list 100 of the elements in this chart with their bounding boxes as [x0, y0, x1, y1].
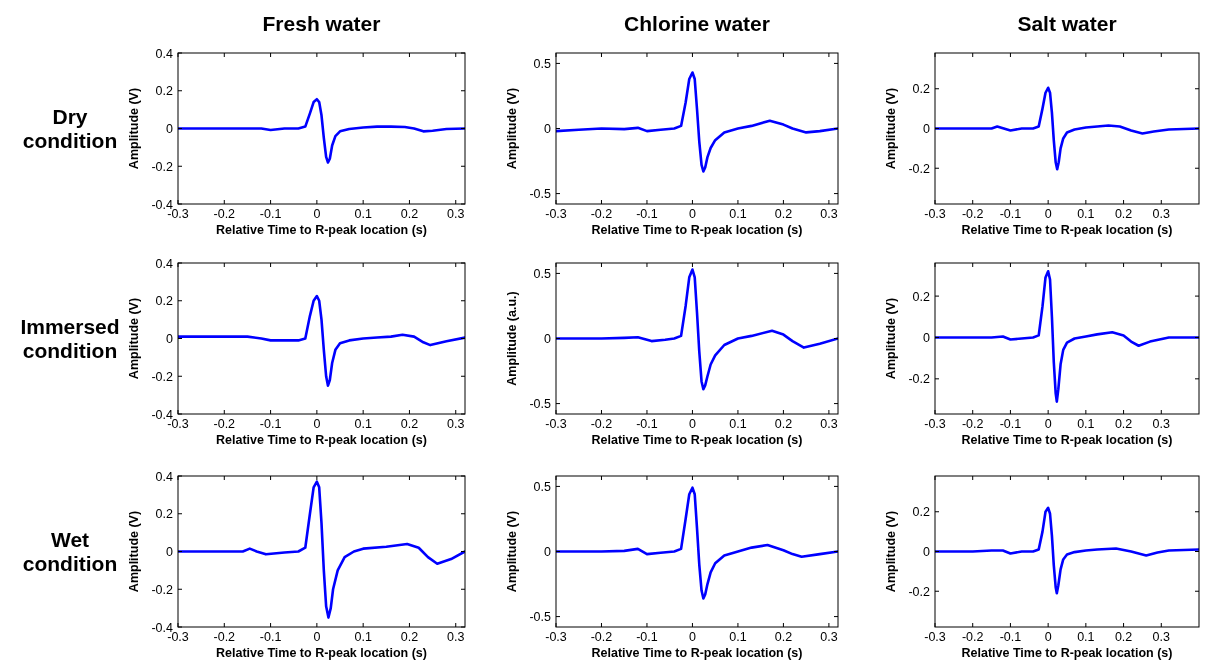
y-tick-label: -0.5	[529, 397, 552, 412]
y-tick-label: 0.2	[912, 82, 931, 97]
line-series	[178, 294, 465, 387]
y-tick-label: 0.5	[533, 56, 552, 71]
x-tick-label: -0.1	[999, 417, 1022, 431]
x-tick-label: 0.3	[1152, 417, 1171, 431]
x-axis-title: Relative Time to R-peak location (s)	[961, 223, 1173, 237]
y-axis-title: Amplitude (V)	[884, 87, 898, 170]
y-tick-label: 0.2	[155, 294, 174, 309]
x-tick-label: -0.1	[999, 630, 1022, 644]
x-tick-label: 0.2	[774, 630, 793, 644]
y-tick-label: 0	[923, 122, 931, 136]
x-tick-label: -0.3	[545, 417, 567, 431]
x-tick-label: -0.2	[961, 630, 984, 644]
x-tick-label: 0.3	[1152, 207, 1171, 221]
x-tick-label: -0.2	[213, 207, 236, 221]
x-axis-title: Relative Time to R-peak location (s)	[216, 223, 427, 237]
y-tick-label: 0	[544, 332, 552, 346]
x-tick-label: 0.1	[729, 417, 747, 431]
y-tick-label: 0	[923, 330, 931, 345]
x-tick-label: -0.2	[213, 417, 236, 431]
x-tick-label: -0.2	[590, 207, 613, 221]
x-tick-label: -0.2	[213, 630, 236, 644]
x-tick-label: 0.1	[1077, 207, 1095, 221]
line-series	[556, 486, 838, 600]
x-tick-label: 0.1	[729, 630, 747, 644]
y-tick-label: 0	[166, 332, 174, 346]
y-axis-title: Amplitude (V)	[127, 510, 141, 593]
x-tick-label: 0.3	[820, 207, 838, 221]
x-tick-label: -0.3	[545, 630, 567, 644]
line-series	[556, 268, 838, 391]
x-tick-label: -0.3	[167, 207, 189, 221]
y-tick-label: 0.2	[155, 507, 174, 522]
chart-title: Salt water	[1017, 12, 1117, 35]
x-tick-label: 0.2	[1114, 417, 1133, 431]
text: Immersed condition	[20, 314, 120, 362]
x-tick-label: 0.2	[774, 207, 793, 221]
x-tick-label: 0	[688, 417, 696, 431]
x-tick-label: -0.2	[590, 630, 613, 644]
line-series	[178, 97, 465, 164]
y-tick-label: -0.2	[908, 584, 931, 599]
y-tick-label: 0.2	[912, 505, 931, 520]
x-tick-label: -0.3	[545, 207, 567, 221]
y-tick-label: 0.5	[533, 479, 552, 494]
x-tick-label: 0	[313, 207, 321, 221]
x-axis-title: Relative Time to R-peak location (s)	[961, 433, 1173, 447]
y-tick-label: -0.2	[151, 159, 174, 174]
y-tick-label: -0.5	[529, 187, 552, 202]
x-tick-label: -0.3	[167, 630, 189, 644]
x-tick-label: 0.1	[354, 630, 372, 644]
x-axis-title: Relative Time to R-peak location (s)	[216, 646, 427, 660]
chart-title: Chlorine water	[624, 12, 770, 35]
x-tick-label: 0.3	[1152, 630, 1171, 644]
y-tick-label: -0.2	[151, 369, 174, 384]
y-axis-title: Amplitude (V)	[884, 510, 898, 593]
x-tick-label: -0.1	[999, 207, 1022, 221]
line-series	[935, 269, 1199, 403]
x-tick-label: 0.2	[1114, 207, 1133, 221]
x-axis-title: Relative Time to R-peak location (s)	[591, 223, 803, 237]
x-tick-label: 0	[688, 630, 696, 644]
x-axis-title: Relative Time to R-peak location (s)	[216, 433, 427, 447]
y-tick-label: 0.2	[912, 289, 931, 304]
y-tick-label: 0.4	[155, 256, 174, 271]
x-tick-label: -0.3	[924, 207, 946, 221]
x-tick-label: 0	[1044, 630, 1052, 644]
y-tick-label: 0	[544, 545, 552, 559]
x-tick-label: 0	[1044, 417, 1052, 431]
x-tick-label: 0.3	[447, 207, 465, 221]
x-tick-label: -0.1	[259, 630, 282, 644]
text: Dry condition	[22, 104, 118, 152]
x-tick-label: 0.3	[447, 417, 465, 431]
text: Wet condition	[22, 527, 118, 575]
x-axis-title: Relative Time to R-peak location (s)	[591, 433, 803, 447]
y-tick-label: 0.2	[155, 84, 174, 99]
x-tick-label: -0.1	[259, 207, 282, 221]
x-tick-label: -0.3	[924, 417, 946, 431]
x-tick-label: 0.3	[820, 417, 838, 431]
x-tick-label: 0.2	[400, 417, 419, 431]
x-axis-title: Relative Time to R-peak location (s)	[591, 646, 803, 660]
x-tick-label: 0.2	[400, 207, 419, 221]
x-tick-label: -0.3	[924, 630, 946, 644]
x-tick-label: 0.2	[774, 417, 793, 431]
y-tick-label: 0	[544, 122, 552, 136]
y-axis-title: Amplitude (V)	[884, 297, 898, 380]
y-axis-title: Amplitude (a.u.)	[505, 291, 519, 386]
y-axis-title: Amplitude (V)	[505, 510, 519, 593]
y-tick-label: 0	[166, 545, 174, 559]
x-tick-label: 0	[1044, 207, 1052, 221]
x-tick-label: -0.2	[961, 207, 984, 221]
y-tick-label: 0	[923, 545, 931, 559]
x-tick-label: 0	[688, 207, 696, 221]
y-axis-title: Amplitude (V)	[505, 87, 519, 170]
x-tick-label: 0.3	[447, 630, 465, 644]
y-tick-label: -0.2	[908, 372, 931, 387]
y-axis-title: Amplitude (V)	[127, 87, 141, 170]
line-series	[556, 71, 838, 173]
line-series	[178, 480, 465, 619]
x-tick-label: 0	[313, 630, 321, 644]
x-tick-label: 0.3	[820, 630, 838, 644]
y-tick-label: -0.2	[908, 161, 931, 176]
